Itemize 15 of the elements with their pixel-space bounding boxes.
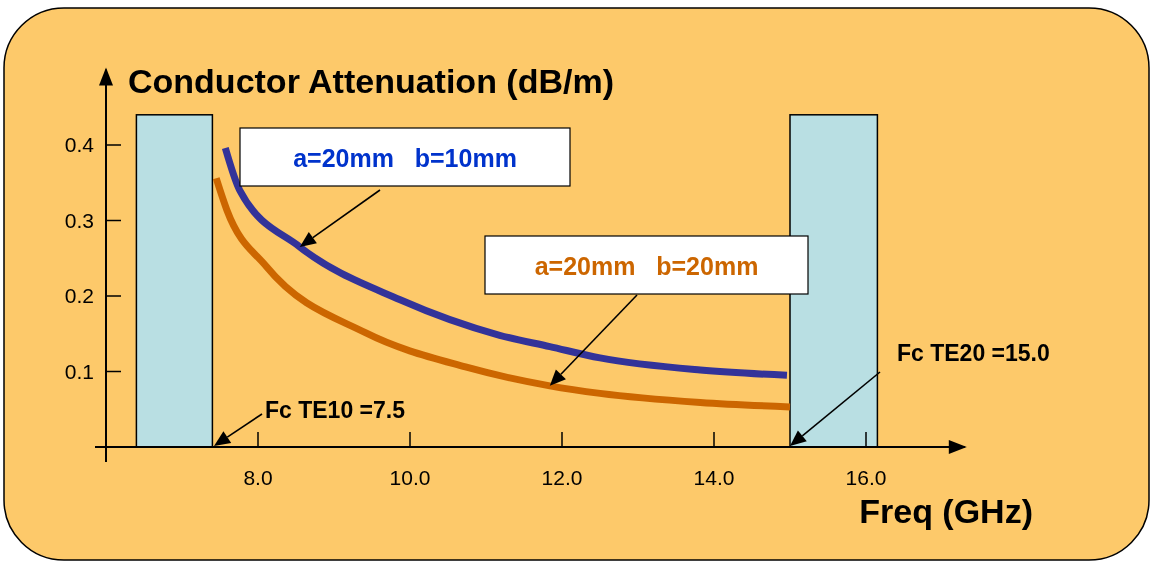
x-tick-label: 14.0: [693, 466, 735, 489]
annotation: Fc TE20 =15.0: [897, 340, 1050, 366]
y-tick-label: 0.2: [64, 284, 94, 307]
chart-title: Conductor Attenuation (dB/m): [128, 62, 614, 100]
y-tick-label: 0.1: [64, 359, 94, 383]
y-tick-label: 0.3: [64, 208, 94, 232]
y-tick-label: 0.4: [64, 133, 95, 156]
x-axis-title: Freq (GHz): [859, 492, 1033, 530]
x-tick-label: 10.0: [389, 466, 431, 489]
x-tick-label: 12.0: [541, 466, 583, 489]
x-tick-label: 16.0: [845, 466, 887, 489]
text: a=20mm b=20mm: [534, 252, 759, 280]
x-tick-label: 8.0: [243, 466, 273, 489]
text: a=20mm b=10mm: [293, 144, 517, 172]
annotation: Fc TE10 =7.5: [265, 397, 406, 423]
